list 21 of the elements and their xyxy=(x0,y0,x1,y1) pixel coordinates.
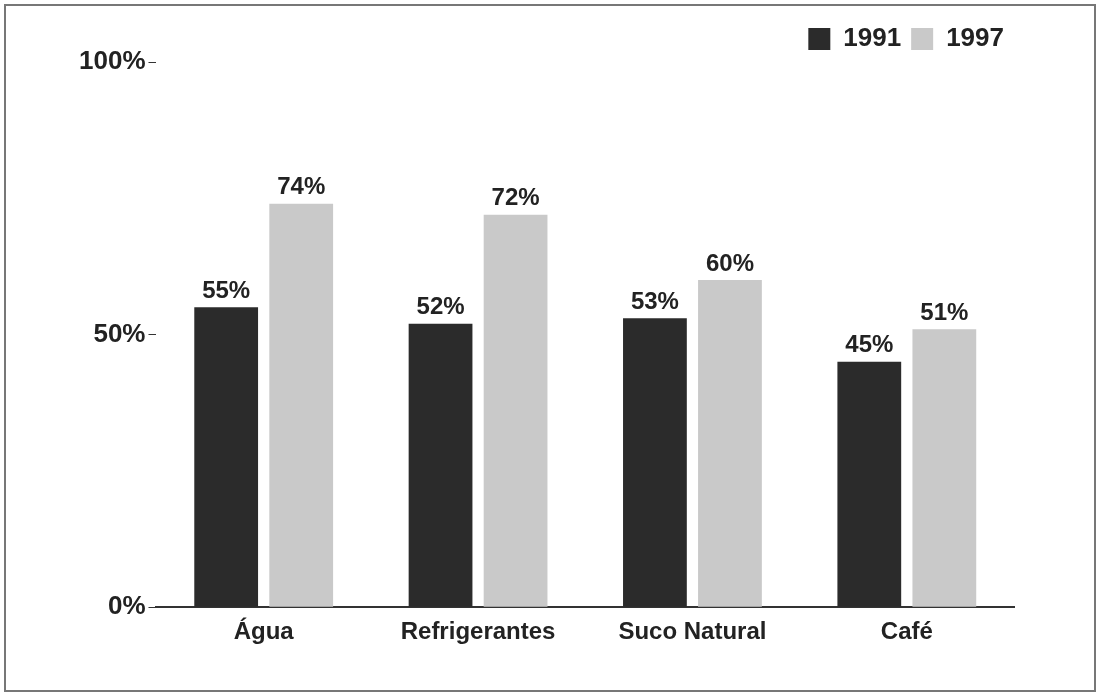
legend-label: 1997 xyxy=(946,22,1004,53)
x-tick-label: Refrigerantes xyxy=(400,617,556,645)
data-label: 55% xyxy=(202,275,251,303)
x-tick-label: Café xyxy=(880,617,933,645)
data-label: 51% xyxy=(920,297,969,325)
y-tick-label: 100% xyxy=(79,45,146,76)
bar xyxy=(912,329,977,607)
bar xyxy=(269,203,334,607)
legend-label: 1991 xyxy=(843,22,902,53)
y-tick-label: 50% xyxy=(93,317,146,348)
data-label: 45% xyxy=(845,330,894,358)
bar xyxy=(483,214,548,607)
data-label: 72% xyxy=(491,183,540,211)
data-label: 53% xyxy=(630,286,679,314)
data-label: 52% xyxy=(416,292,465,320)
y-tick-label: 0% xyxy=(107,590,146,621)
data-label: 74% xyxy=(277,172,326,200)
x-tick-label: Água xyxy=(233,617,295,645)
x-tick-label: Suco Natural xyxy=(618,617,767,645)
bar xyxy=(698,280,762,607)
data-label: 60% xyxy=(705,248,754,276)
